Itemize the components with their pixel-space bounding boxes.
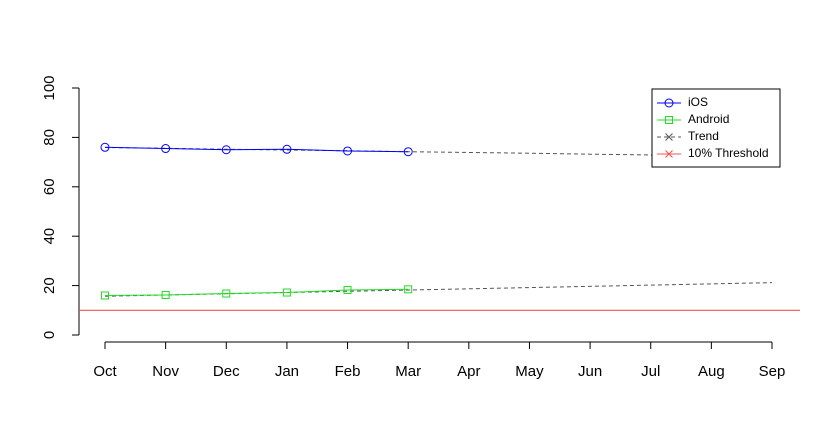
y-tick-label: 80: [41, 129, 58, 146]
marker: [161, 144, 171, 154]
legend-marker: [665, 116, 673, 124]
marker: [404, 285, 413, 294]
y-tick-label: 20: [41, 277, 58, 294]
x-tick-label: Jan: [275, 363, 299, 380]
x-tick-label: Mar: [395, 363, 421, 380]
marker: [282, 144, 292, 154]
marker: [343, 286, 352, 295]
y-tick-label: 40: [41, 228, 58, 245]
x-tick-label: Jun: [578, 363, 602, 380]
series-line: [104, 146, 409, 153]
legend-label: iOS: [688, 95, 708, 109]
x-tick-label: Feb: [335, 363, 361, 380]
legend-marker: [665, 150, 673, 158]
series-line: [104, 288, 409, 296]
marker: [100, 142, 110, 152]
marker: [343, 146, 353, 156]
y-tick-label: 100: [41, 75, 58, 100]
legend-label: 10% Threshold: [688, 146, 769, 160]
x-tick-label: Dec: [213, 363, 240, 380]
x-tick-label: Nov: [152, 363, 179, 380]
marker: [101, 291, 109, 300]
legend-marker: [664, 98, 674, 108]
x-tick-label: Jul: [641, 363, 660, 380]
y-tick-label: 0: [41, 331, 58, 339]
y-tick-label: 60: [41, 178, 58, 195]
trend-line: [104, 282, 773, 297]
legend-marker: [665, 133, 673, 141]
legend-label: Trend: [688, 129, 719, 143]
legend-label: Android: [688, 112, 729, 126]
marker: [161, 290, 170, 299]
marker: [222, 289, 231, 298]
x-tick-label: Oct: [93, 363, 117, 380]
x-tick-label: Sep: [759, 363, 786, 380]
x-tick-label: May: [515, 363, 544, 380]
marker: [221, 145, 231, 155]
x-tick-label: Aug: [698, 363, 725, 380]
marker: [403, 147, 413, 157]
x-tick-label: Apr: [457, 363, 480, 380]
marker: [282, 288, 291, 297]
